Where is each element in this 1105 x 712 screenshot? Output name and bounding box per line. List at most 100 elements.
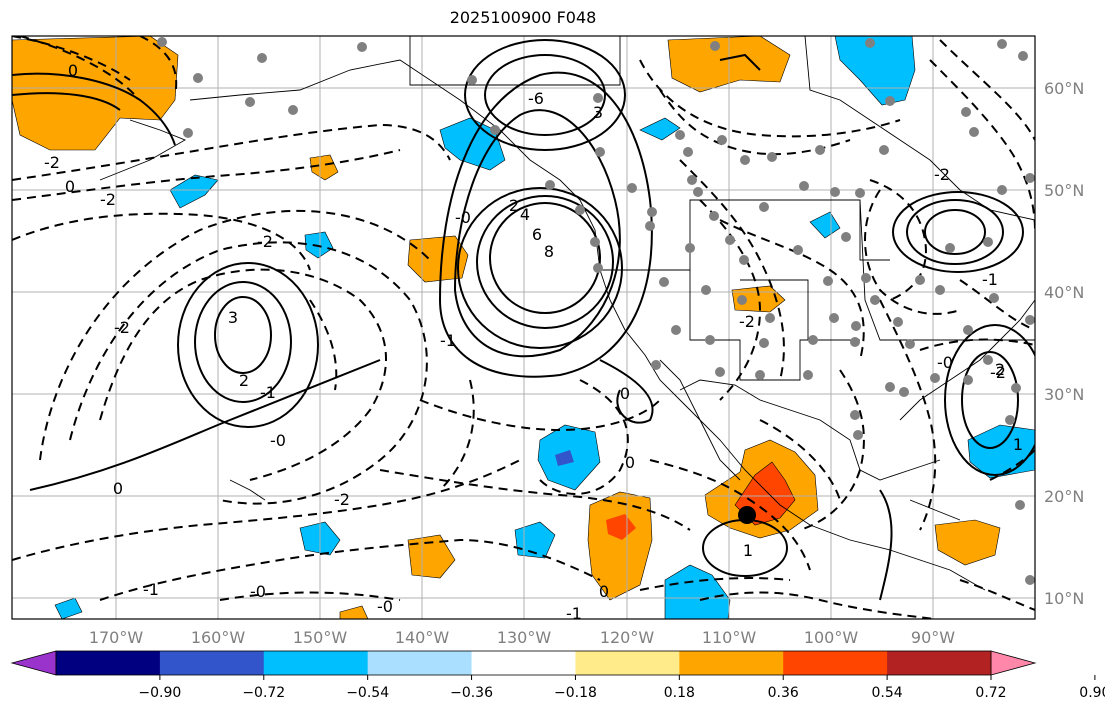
contour-label: -2 bbox=[100, 190, 116, 209]
contour-label: -2 bbox=[739, 312, 755, 331]
storm-center-marker bbox=[738, 506, 756, 524]
contour-label: 2 bbox=[239, 371, 249, 390]
lat-label: 60°N bbox=[1044, 79, 1084, 98]
lon-label: 160°W bbox=[191, 628, 246, 647]
lon-label: 100°W bbox=[804, 628, 859, 647]
contour-label: -2 bbox=[334, 490, 350, 509]
station-markers bbox=[157, 37, 1035, 585]
contour-label: 2 bbox=[509, 196, 519, 215]
lon-label: 90°W bbox=[911, 628, 955, 647]
colorbar-tick-label: 0.36 bbox=[768, 685, 799, 701]
lon-label: 150°W bbox=[293, 628, 348, 647]
colorbar-segment bbox=[263, 651, 369, 675]
shade-orange-pacific bbox=[587, 491, 653, 601]
contour-label: 8 bbox=[544, 242, 554, 261]
colorbar-tick-label: 0.18 bbox=[664, 685, 695, 701]
contour-label: -0 bbox=[270, 431, 286, 450]
shade-blue-sw2 bbox=[514, 521, 556, 559]
contour-label: -2 bbox=[990, 363, 1006, 382]
lon-label: 130°W bbox=[497, 628, 552, 647]
map-plot-area: 0 -2 0 -2 -2 -2 3 2 -1 -0 0 -2 -1 -0 -6 … bbox=[12, 36, 1035, 623]
contour-label: -2 bbox=[114, 318, 130, 337]
contours-solid bbox=[12, 39, 1035, 601]
colorbar-tick-label: −0.18 bbox=[554, 685, 597, 701]
lat-label: 10°N bbox=[1044, 589, 1084, 608]
contour-label: 2 bbox=[995, 360, 1005, 379]
lat-label: 30°N bbox=[1044, 385, 1084, 404]
colorbar-segment bbox=[679, 651, 784, 675]
shade-darkblue-pacific bbox=[555, 450, 574, 466]
contour-label: -0 bbox=[377, 597, 393, 616]
colorbar-segment bbox=[367, 651, 473, 675]
map-title: 2025100900 F048 bbox=[449, 8, 597, 27]
shade-orange-central-am bbox=[934, 519, 1001, 566]
shade-orange-sw bbox=[407, 534, 456, 579]
colorbar-left-extend bbox=[10, 650, 57, 676]
contour-labels: 0 -2 0 -2 -2 -2 3 2 -1 -0 0 -2 -1 -0 -6 … bbox=[44, 61, 1023, 623]
contour-label: -0 bbox=[937, 353, 953, 372]
contour-label: -0 bbox=[455, 208, 471, 227]
colorbar-tick-label: 0.54 bbox=[872, 685, 903, 701]
contour-label: 1 bbox=[1013, 435, 1023, 454]
lat-label: 50°N bbox=[1044, 181, 1084, 200]
contour-label: 0 bbox=[599, 582, 609, 601]
colorbar-tick-label: −0.72 bbox=[242, 685, 285, 701]
latitude-labels: 60°N 50°N 40°N 30°N 20°N 10°N bbox=[1044, 79, 1084, 608]
contour-label: -2 bbox=[44, 153, 60, 172]
lon-label: 110°W bbox=[702, 628, 757, 647]
longitude-labels: 170°W 160°W 150°W 140°W 130°W 120°W 110°… bbox=[89, 628, 955, 647]
contour-label: 0 bbox=[68, 61, 78, 80]
colorbar-tick-label: −0.90 bbox=[138, 685, 181, 701]
contour-label: -6 bbox=[528, 89, 544, 108]
contour-label: 1 bbox=[743, 541, 753, 560]
contour-label: -2 bbox=[934, 165, 950, 184]
contour-label: 0 bbox=[113, 479, 123, 498]
colorbar-outline bbox=[55, 650, 992, 676]
contours-dashed bbox=[12, 36, 1035, 619]
shade-blue-sm4 bbox=[809, 211, 841, 239]
colorbar-segment bbox=[783, 651, 888, 675]
colorbar: −0.90 −0.72 −0.54 −0.36 −0.18 0.18 0.36 0.54 0.7… bbox=[10, 650, 1105, 701]
colorbar-segment bbox=[159, 651, 265, 675]
contour-label: 4 bbox=[520, 205, 530, 224]
colorbar-segment bbox=[471, 651, 576, 675]
shade-orange-bc bbox=[407, 235, 469, 283]
contour-label: -1 bbox=[260, 383, 276, 402]
colorbar-tick-label: 0.72 bbox=[975, 685, 1006, 701]
shade-blue-sm3 bbox=[639, 117, 681, 141]
colorbar-segment bbox=[575, 651, 680, 675]
contour-label: -2 bbox=[257, 232, 273, 251]
shade-red-pacific bbox=[606, 514, 636, 540]
coastlines bbox=[99, 36, 1035, 591]
contour-label: 0 bbox=[625, 453, 635, 472]
contour-label: 6 bbox=[532, 225, 542, 244]
lat-label: 20°N bbox=[1044, 487, 1084, 506]
contour-label: 0 bbox=[65, 177, 75, 196]
shade-orange-sm1 bbox=[309, 154, 339, 181]
contour-label: -1 bbox=[982, 270, 998, 289]
contour-label: -1 bbox=[566, 604, 582, 623]
shaded-anomalies bbox=[12, 36, 1035, 619]
shade-orange-small-s bbox=[339, 605, 369, 619]
contour-label: -1 bbox=[440, 331, 456, 350]
colorbar-tick-label: 0.90 bbox=[1079, 685, 1105, 701]
lon-label: 140°W bbox=[395, 628, 450, 647]
colorbar-segment bbox=[56, 651, 161, 675]
contour-label: -1 bbox=[143, 580, 159, 599]
lon-label: 170°W bbox=[89, 628, 144, 647]
colorbar-right-extend bbox=[990, 650, 1037, 676]
contour-label: 0 bbox=[620, 384, 630, 403]
lat-label: 40°N bbox=[1044, 283, 1084, 302]
lon-label: 120°W bbox=[600, 628, 655, 647]
shade-orange-nw bbox=[12, 36, 179, 151]
shade-blue-south bbox=[664, 564, 731, 619]
contour-label: 3 bbox=[228, 308, 238, 327]
shade-blue-small-s bbox=[54, 597, 83, 619]
colorbar-tick-label: −0.54 bbox=[346, 685, 389, 701]
map-frame bbox=[11, 35, 1036, 620]
contour-label: -0 bbox=[250, 582, 266, 601]
contour-label: 3 bbox=[593, 103, 603, 122]
colorbar-segment bbox=[887, 651, 992, 675]
colorbar-tick-label: −0.36 bbox=[450, 685, 493, 701]
